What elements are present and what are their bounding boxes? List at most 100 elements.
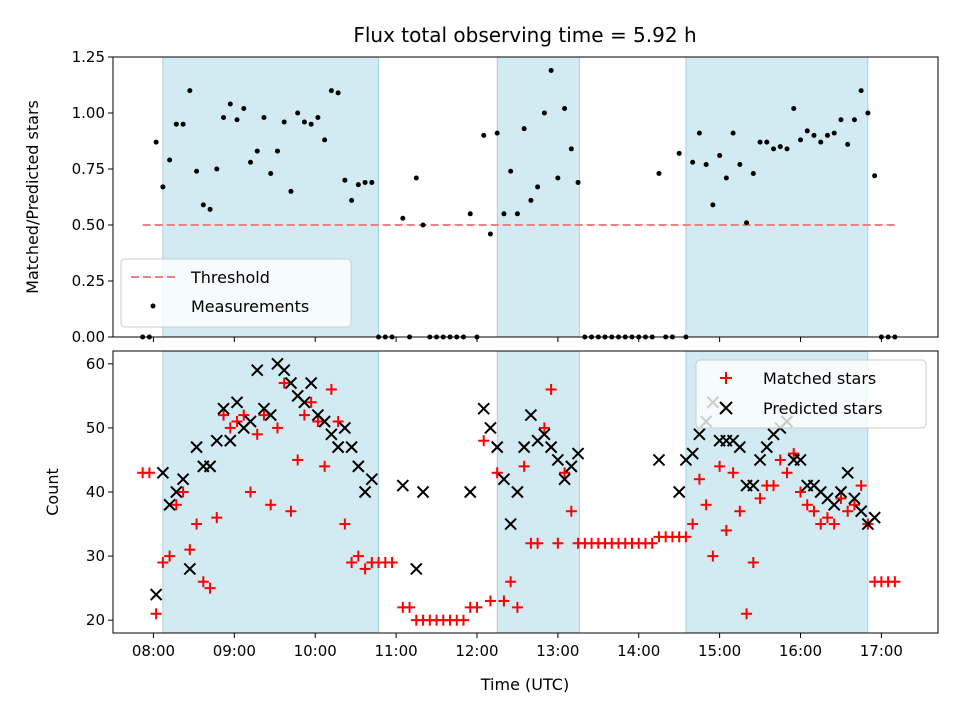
matched-star-point xyxy=(781,467,793,479)
matched-star-point xyxy=(359,563,371,575)
matched-star-point xyxy=(143,467,155,479)
measurement-point xyxy=(737,162,743,168)
matched-star-point xyxy=(285,505,297,517)
matched-star-point xyxy=(741,608,753,620)
threshold-legend-label: Threshold xyxy=(190,268,270,287)
measurement-point xyxy=(824,132,830,138)
observing-window xyxy=(496,350,580,634)
matched-star-point xyxy=(231,416,243,427)
predicted-stars-points xyxy=(149,357,881,601)
measurement-point xyxy=(180,121,186,127)
measurement-point xyxy=(487,231,493,237)
matched-star-point xyxy=(498,595,510,607)
matched-star-point xyxy=(218,409,230,421)
predicted-legend-swatch xyxy=(719,401,733,415)
matched-star-point xyxy=(532,537,544,549)
y-tick-label: 0.75 xyxy=(72,160,105,178)
predicted-star-point xyxy=(484,421,497,435)
predicted-star-point xyxy=(352,460,365,473)
matched-star-point xyxy=(707,550,719,562)
measurement-point xyxy=(301,119,307,125)
predicted-star-point xyxy=(517,440,531,454)
predicted-star-point xyxy=(652,453,666,467)
measurement-point xyxy=(730,130,736,136)
top-plot-frame xyxy=(112,56,939,338)
matched-star-point xyxy=(700,499,712,511)
predicted-star-point xyxy=(277,364,291,377)
measurement-point xyxy=(335,90,341,96)
observing-window xyxy=(685,56,869,338)
matched-star-point xyxy=(352,550,364,562)
measurement-point xyxy=(703,162,709,168)
x-tick-label: 10:00 xyxy=(294,642,337,660)
measurement-point xyxy=(268,170,274,176)
predicted-star-point xyxy=(284,376,298,390)
measurement-point xyxy=(851,117,857,123)
matched-star-point xyxy=(298,409,310,421)
top-legend: Threshold Measurements xyxy=(120,258,352,328)
matched-star-point xyxy=(795,486,806,498)
observing-window xyxy=(162,350,379,634)
predicted-star-point xyxy=(358,485,372,499)
measurement-point xyxy=(508,168,514,174)
measurement-point xyxy=(750,170,756,176)
y-tick-label: 0.00 xyxy=(72,328,105,346)
measurement-point xyxy=(548,67,554,73)
x-tick-label: 13:00 xyxy=(536,642,579,660)
matched-star-point xyxy=(312,416,324,427)
predicted-star-point xyxy=(693,428,706,441)
measurement-point xyxy=(501,211,507,217)
matched-star-point xyxy=(801,499,813,511)
measurement-point xyxy=(315,114,321,120)
measurement-point xyxy=(241,106,247,112)
matched-star-point xyxy=(404,601,416,613)
x-tick-label: 12:00 xyxy=(455,642,498,660)
matched-star-point xyxy=(828,518,840,530)
measurement-point xyxy=(342,177,348,183)
measurement-point xyxy=(764,139,770,145)
measurement-point xyxy=(696,130,702,136)
predicted-star-point xyxy=(345,440,358,454)
x-axis-label: Time (UTC) xyxy=(480,675,569,694)
bottom-panel: 20 30 40 50 60 08:00 09:00 10:00 11:00 12:00 13:0… xyxy=(43,350,939,694)
measurement-point xyxy=(254,148,260,154)
measurements-legend-swatch xyxy=(150,303,156,309)
measurement-point xyxy=(187,88,193,94)
predicted-star-point xyxy=(217,402,230,415)
predicted-star-point xyxy=(170,485,183,499)
predicted-star-point xyxy=(464,485,477,499)
measurement-point xyxy=(153,139,159,145)
matched-star-point xyxy=(545,383,557,395)
measurement-point xyxy=(413,175,419,181)
measurement-point xyxy=(160,184,166,190)
bottom-legend-box xyxy=(695,359,927,429)
measurement-point xyxy=(555,175,561,181)
predicted-star-point xyxy=(497,472,511,486)
measurement-point xyxy=(568,146,574,152)
measurements-legend-label: Measurements xyxy=(191,297,309,316)
predicted-star-point xyxy=(524,408,538,422)
matched-star-point xyxy=(889,576,901,588)
predicted-star-point xyxy=(868,511,881,524)
matched-stars-points xyxy=(137,377,901,626)
y-tick-label: 0.25 xyxy=(72,272,105,290)
predicted-star-point xyxy=(396,479,410,492)
measurement-point xyxy=(804,128,810,134)
matched-star-point xyxy=(292,454,304,466)
x-tick-label: 16:00 xyxy=(779,642,822,660)
measurement-point xyxy=(838,117,844,123)
predicted-star-point xyxy=(841,466,854,479)
measurement-point xyxy=(234,117,240,123)
top-y-axis-ticks: 0.00 0.25 0.50 0.75 1.00 1.25 xyxy=(72,48,113,346)
measurement-point xyxy=(744,220,750,226)
measurement-point xyxy=(355,182,361,188)
measurement-point xyxy=(575,179,581,185)
measurement-point xyxy=(528,197,534,203)
predicted-star-point xyxy=(224,434,237,447)
predicted-star-point xyxy=(203,460,217,473)
measurement-point xyxy=(541,110,547,116)
measurement-point xyxy=(858,88,864,94)
matched-star-point xyxy=(177,486,189,498)
measurement-point xyxy=(467,211,473,217)
